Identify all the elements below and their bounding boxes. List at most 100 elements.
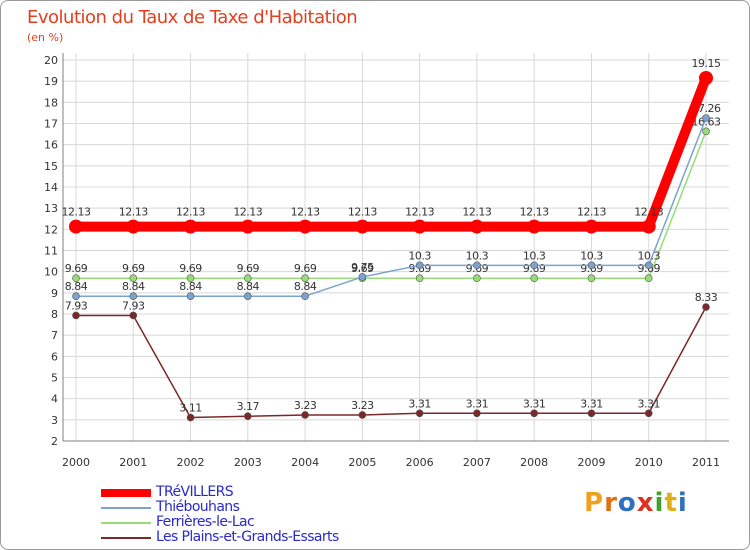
data-label: 12.13 bbox=[233, 206, 262, 219]
data-point bbox=[412, 219, 427, 234]
y-tick-label: 10 bbox=[44, 266, 58, 279]
data-label: 10.3 bbox=[466, 249, 489, 262]
y-tick-label: 9 bbox=[51, 287, 58, 300]
y-tick-label: 13 bbox=[44, 202, 58, 215]
x-tick-label: 2005 bbox=[348, 456, 376, 469]
y-tick-label: 19 bbox=[44, 75, 58, 88]
series-line-1 bbox=[76, 117, 707, 297]
data-point bbox=[702, 127, 710, 136]
data-label: 8.84 bbox=[237, 280, 260, 293]
legend-swatch bbox=[101, 507, 151, 509]
data-label: 9.69 bbox=[122, 262, 145, 275]
legend-label: TRéVILLERS bbox=[156, 484, 234, 500]
data-label: 3.31 bbox=[408, 397, 431, 410]
data-point bbox=[301, 274, 309, 283]
data-label: 19.15 bbox=[692, 57, 721, 70]
x-tick-label: 2008 bbox=[520, 456, 548, 469]
data-point bbox=[415, 409, 424, 418]
data-point bbox=[72, 311, 80, 320]
y-tick-label: 7 bbox=[51, 329, 58, 342]
data-point bbox=[527, 219, 542, 234]
data-point bbox=[644, 274, 653, 283]
data-point bbox=[587, 261, 596, 270]
y-tick-label: 16 bbox=[44, 139, 58, 152]
data-label: 9.69 bbox=[294, 262, 317, 275]
data-point bbox=[699, 70, 713, 85]
data-label: 10.3 bbox=[637, 249, 660, 262]
data-point bbox=[186, 413, 195, 422]
data-point bbox=[301, 411, 309, 419]
data-label: 12.13 bbox=[520, 206, 549, 219]
data-label: 12.13 bbox=[634, 206, 663, 219]
data-label: 8.84 bbox=[179, 280, 202, 293]
x-tick-label: 2010 bbox=[635, 456, 663, 469]
data-point bbox=[530, 261, 538, 270]
data-point bbox=[72, 292, 80, 301]
y-tick-label: 6 bbox=[51, 350, 58, 363]
data-point bbox=[244, 274, 252, 283]
data-label: 10.3 bbox=[523, 249, 546, 262]
legend-label: Les Plains-et-Grands-Essarts bbox=[156, 529, 339, 545]
data-point bbox=[358, 273, 367, 281]
data-label: 12.13 bbox=[119, 206, 148, 219]
data-point bbox=[473, 409, 481, 418]
data-point bbox=[358, 411, 367, 419]
data-label: 3.31 bbox=[523, 397, 546, 410]
data-point bbox=[415, 274, 424, 283]
data-label: 3.23 bbox=[294, 399, 317, 412]
data-label: 8.33 bbox=[695, 291, 718, 304]
data-label: 12.13 bbox=[62, 206, 91, 219]
data-point bbox=[641, 219, 656, 234]
data-label: 3.31 bbox=[466, 397, 489, 410]
data-point bbox=[584, 219, 599, 234]
y-tick-label: 14 bbox=[44, 181, 58, 194]
legend-swatch bbox=[101, 537, 151, 539]
y-tick-label: 20 bbox=[44, 54, 58, 67]
data-point bbox=[129, 292, 138, 301]
data-label: 12.13 bbox=[462, 206, 491, 219]
y-tick-label: 8 bbox=[51, 308, 58, 321]
data-label: 9.69 bbox=[65, 262, 88, 275]
data-point bbox=[244, 292, 252, 301]
y-axis-unit: (en %) bbox=[27, 31, 64, 44]
data-point bbox=[702, 114, 710, 122]
x-tick-label: 2011 bbox=[692, 456, 720, 469]
series-line-2 bbox=[76, 131, 707, 279]
logo-letter: o bbox=[617, 488, 637, 518]
y-tick-label: 4 bbox=[51, 393, 58, 406]
x-tick-label: 2000 bbox=[62, 456, 90, 469]
y-tick-label: 2 bbox=[51, 435, 58, 448]
data-label: 3.31 bbox=[637, 397, 660, 410]
data-label: 9.75 bbox=[351, 261, 374, 274]
data-point bbox=[473, 261, 481, 270]
data-point bbox=[129, 274, 138, 283]
data-point bbox=[129, 311, 138, 320]
legend-swatch bbox=[101, 489, 151, 497]
data-label: 7.93 bbox=[65, 299, 88, 312]
data-label: 3.17 bbox=[237, 400, 260, 413]
y-tick-label: 3 bbox=[51, 414, 58, 427]
data-label: 3.23 bbox=[351, 399, 374, 412]
data-point bbox=[69, 219, 83, 234]
data-point bbox=[530, 274, 538, 283]
data-point bbox=[240, 219, 255, 234]
logo-letter: t bbox=[664, 488, 678, 518]
data-point bbox=[415, 261, 424, 270]
data-point bbox=[298, 219, 313, 234]
data-label: 3.11 bbox=[179, 402, 202, 415]
data-point bbox=[473, 274, 481, 283]
data-point bbox=[530, 409, 538, 418]
data-point bbox=[183, 219, 198, 234]
logo-letter: i bbox=[654, 488, 665, 518]
data-point bbox=[587, 274, 596, 283]
x-tick-label: 2004 bbox=[291, 456, 319, 469]
data-label: 9.69 bbox=[237, 262, 260, 275]
data-point bbox=[244, 412, 252, 421]
data-label: 8.84 bbox=[294, 280, 317, 293]
data-point bbox=[72, 274, 80, 283]
legend-label: Thiébouhans bbox=[156, 499, 240, 515]
x-tick-label: 2002 bbox=[177, 456, 205, 469]
data-point bbox=[587, 409, 596, 418]
data-point bbox=[186, 292, 195, 301]
